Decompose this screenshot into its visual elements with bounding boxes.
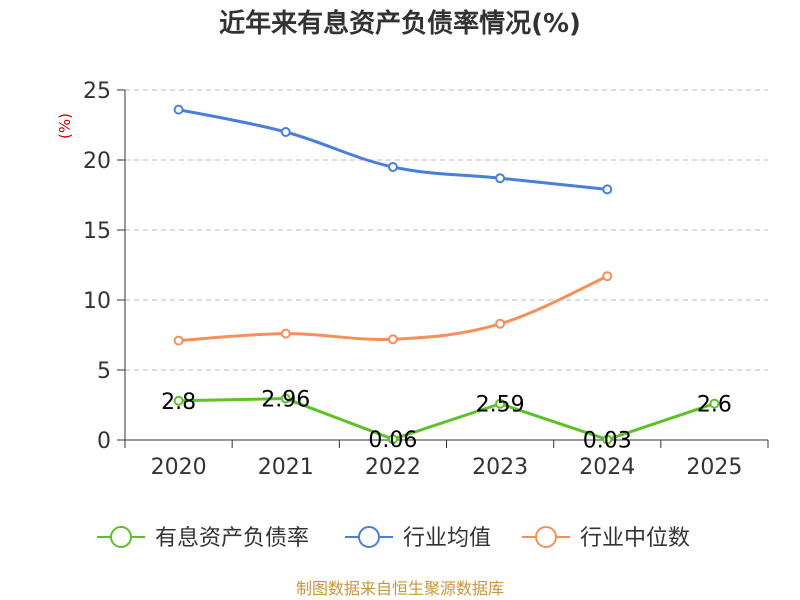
series-line — [178, 397, 715, 442]
data-point — [495, 173, 506, 184]
series-line — [178, 274, 608, 343]
data-label: 0.06 — [368, 428, 417, 453]
y-tick-label: 10 — [83, 289, 111, 314]
data-label: 2.59 — [476, 393, 525, 418]
data-point — [495, 398, 506, 409]
data-label: 0.03 — [583, 429, 632, 454]
data-point — [280, 393, 291, 404]
x-tick-label: 2020 — [151, 455, 207, 480]
data-point — [173, 104, 184, 115]
data-label: 2.96 — [261, 388, 310, 413]
data-point — [173, 335, 184, 346]
x-tick-label: 2023 — [472, 455, 528, 480]
legend: 有息资产负债率 行业均值 行业中位数 — [97, 526, 690, 551]
legend-swatch-marker — [110, 526, 132, 548]
series-line — [178, 108, 608, 191]
y-tick-label: 20 — [83, 149, 111, 174]
y-tick-label: 15 — [83, 219, 111, 244]
legend-item: 有息资产负债率 — [97, 526, 309, 551]
data-point — [602, 434, 613, 445]
legend-label: 行业均值 — [403, 526, 491, 551]
data-point — [602, 184, 613, 195]
data-point — [387, 334, 398, 345]
legend-swatch-marker — [535, 526, 557, 548]
series-0 — [173, 393, 720, 445]
legend-label: 行业中位数 — [580, 526, 690, 551]
y-tick-label: 0 — [97, 429, 111, 454]
chart-title: 近年来有息资产负债率情况(%) — [219, 8, 581, 39]
data-point — [387, 434, 398, 445]
y-axis-unit: (%) — [56, 113, 74, 139]
data-point — [387, 162, 398, 172]
y-tick-label: 5 — [97, 359, 111, 384]
x-tick-label: 2025 — [686, 455, 742, 480]
data-label: 2.6 — [697, 393, 732, 418]
legend-swatch-marker — [358, 526, 380, 548]
source-note: 制图数据来自恒生聚源数据库 — [296, 579, 504, 598]
data-point — [495, 318, 506, 329]
x-tick-label: 2022 — [365, 455, 421, 480]
gridlines — [125, 89, 768, 371]
series-2 — [173, 271, 613, 346]
legend-label: 有息资产负债率 — [155, 526, 309, 551]
data-point — [709, 398, 720, 409]
data-point — [602, 271, 613, 282]
x-tick-label: 2024 — [579, 455, 635, 480]
series-1 — [173, 104, 613, 195]
data-label: 2.8 — [161, 390, 196, 415]
data-point — [280, 328, 291, 339]
y-tick-label: 25 — [83, 79, 111, 104]
data-point — [173, 395, 184, 406]
x-tick-label: 2021 — [258, 455, 314, 480]
data-labels: 2.8 2.96 0.06 2.59 0.03 2.6 — [161, 388, 732, 454]
series-group — [173, 104, 720, 445]
data-point — [280, 127, 291, 137]
legend-item: 行业中位数 — [522, 526, 690, 551]
legend-item: 行业均值 — [345, 526, 491, 551]
